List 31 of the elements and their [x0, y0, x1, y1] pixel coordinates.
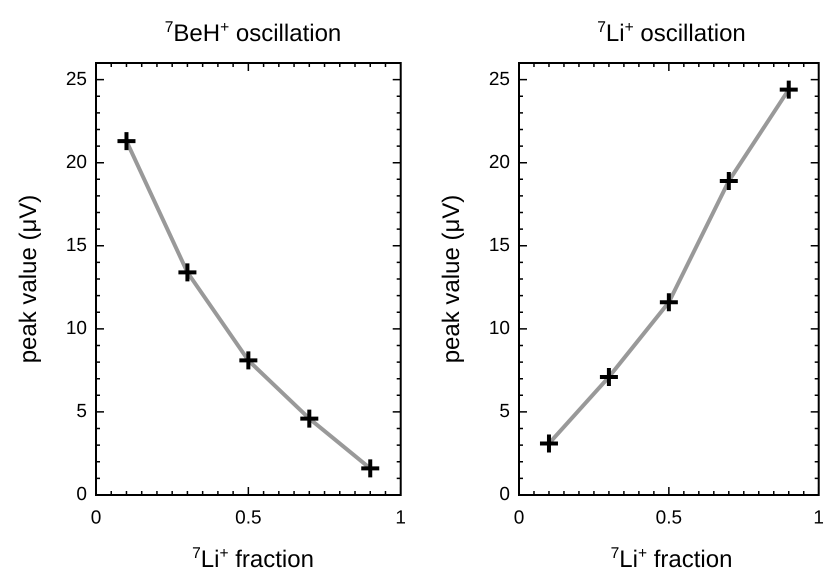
point — [359, 457, 382, 480]
y-tick-label: 25 — [66, 68, 87, 90]
x-tick-label: 0.5 — [235, 508, 262, 529]
y-axis-title: peak value (μV) — [14, 194, 42, 364]
x-axis-title: $^{7}$Li$^{+}$ fraction — [192, 545, 314, 574]
x-tick-label: 1 — [813, 508, 824, 529]
y-tick-label: 20 — [488, 152, 510, 173]
y-tick-label: 15 — [488, 235, 510, 256]
y-tick-label: 5 — [76, 401, 87, 422]
x-tick-label: 0 — [514, 508, 524, 529]
x-tick-label: 0.5 — [656, 508, 682, 529]
point — [658, 291, 680, 314]
point — [115, 130, 138, 152]
x-tick-label: 0 — [90, 508, 102, 529]
point — [778, 78, 800, 101]
point — [237, 349, 260, 372]
x-tick-label: 1 — [395, 508, 406, 529]
point — [176, 261, 198, 284]
chart-title: $^{7}$Li$^{+}$ oscillation — [597, 19, 746, 48]
y-axis-title: peak value (μV) — [438, 194, 466, 364]
y-tick-label: 0 — [76, 484, 87, 506]
y-tick-label: 10 — [488, 318, 510, 340]
y-tick-label: 20 — [66, 152, 87, 173]
y-tick-label: 0 — [499, 484, 510, 506]
y-tick-label: 15 — [66, 235, 87, 256]
y-tick-label: 25 — [488, 68, 510, 90]
point — [298, 408, 320, 430]
chart-title: $^{7}$BeH$^{+}$ oscillation — [164, 19, 342, 48]
y-tick-label: 5 — [499, 401, 510, 422]
x-axis-title: $^{7}$Li$^{+}$ fraction — [610, 545, 732, 574]
y-tick-label: 10 — [66, 318, 87, 340]
